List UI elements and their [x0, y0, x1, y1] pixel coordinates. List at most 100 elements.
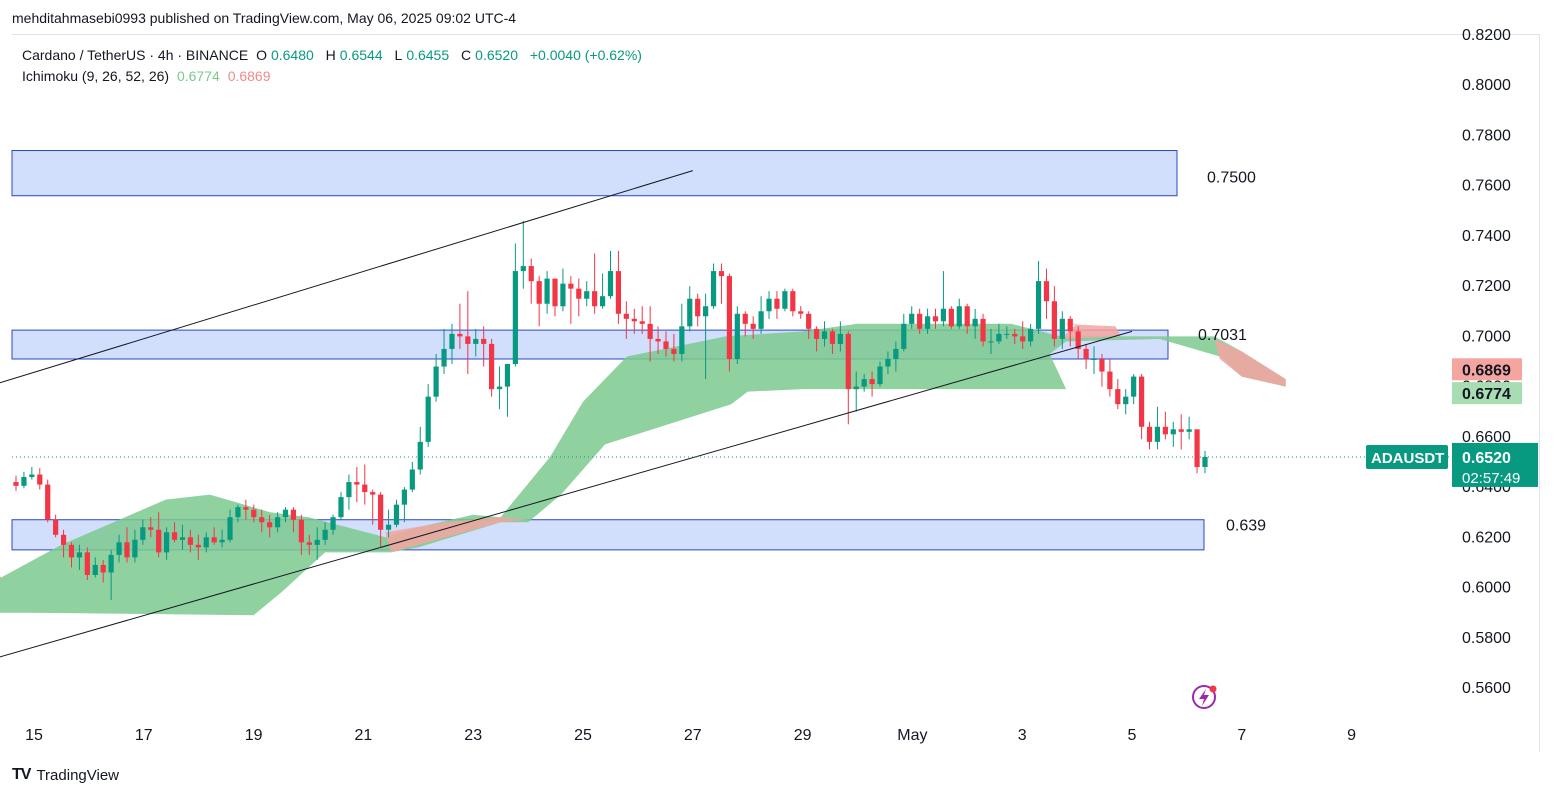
- x-tick-label: 29: [794, 727, 812, 744]
- candle-body: [1178, 429, 1184, 432]
- candle-body: [148, 527, 154, 530]
- ichimoku-cloud-bear: [1214, 338, 1286, 387]
- ichimoku-cloud-bear: [1055, 323, 1121, 339]
- candle-body: [84, 552, 90, 575]
- candle-body: [1091, 358, 1097, 360]
- y-tick-label: 0.7400: [1462, 228, 1511, 245]
- candle-body: [187, 537, 193, 545]
- candle-body: [972, 318, 978, 327]
- high-value: H 0.6544: [325, 47, 383, 63]
- candle-body: [853, 386, 859, 390]
- candle-body: [869, 379, 875, 385]
- candle-body: [1170, 429, 1176, 435]
- candle-body: [996, 333, 1002, 342]
- candle-body: [346, 482, 352, 498]
- indicator-label[interactable]: Ichimoku (9, 26, 52, 26): [22, 68, 170, 84]
- candle-body: [385, 524, 392, 530]
- y-tick-label: 0.6200: [1462, 529, 1511, 546]
- candle-body: [750, 323, 756, 329]
- x-tick-label: 27: [684, 727, 702, 744]
- candle-body: [481, 338, 487, 344]
- x-tick-label: 23: [464, 727, 482, 744]
- y-tick-label: 0.7200: [1462, 278, 1511, 295]
- candle-body: [45, 484, 51, 520]
- x-tick-label: 21: [355, 727, 373, 744]
- candle-body: [37, 474, 43, 485]
- candle-body: [718, 271, 725, 277]
- tradingview-logo-icon[interactable]: TV: [12, 766, 31, 783]
- candle-body: [615, 271, 622, 314]
- senkou-a-badge: [1452, 382, 1522, 405]
- candle-body: [1138, 376, 1145, 427]
- candle-body: [877, 366, 883, 385]
- candle-body: [821, 331, 828, 339]
- candle-body: [290, 509, 297, 520]
- footer: TV TradingView: [12, 766, 119, 784]
- candle-body: [496, 386, 503, 390]
- candle-body: [1099, 358, 1105, 372]
- candle-body: [243, 507, 249, 510]
- candle-body: [885, 358, 891, 367]
- candle-body: [552, 278, 558, 307]
- candle-body: [1162, 426, 1168, 435]
- countdown-label: 02:57:49: [1462, 470, 1520, 487]
- trendline: [0, 330, 1133, 658]
- candle-body: [393, 504, 400, 525]
- candle-body: [687, 298, 693, 327]
- candle-body: [124, 542, 130, 558]
- candle-body: [599, 296, 606, 307]
- candle-body: [457, 333, 463, 337]
- candle-body: [829, 331, 836, 344]
- candle-body: [520, 266, 526, 272]
- notification-dot-icon: [1209, 685, 1217, 693]
- candle-body: [378, 494, 384, 530]
- candle-body: [433, 366, 439, 397]
- x-tick-label: 19: [245, 727, 263, 744]
- candle-body: [449, 333, 455, 349]
- candle-body: [362, 484, 368, 493]
- publisher-header: mehditahmasebi0993 published on TradingV…: [12, 10, 517, 26]
- candle-body: [1131, 376, 1137, 397]
- symbol-label[interactable]: Cardano / TetherUS · 4h · BINANCE: [22, 47, 249, 63]
- candle-body: [489, 343, 495, 390]
- candle-body: [568, 283, 574, 289]
- candle-body: [584, 291, 590, 299]
- candle-body: [68, 544, 75, 558]
- candle-body: [211, 537, 217, 543]
- candle-body: [655, 338, 661, 342]
- candle-body: [370, 492, 376, 495]
- candle-body: [306, 542, 312, 545]
- candle-body: [60, 534, 67, 545]
- y-tick-label: 0.5800: [1462, 630, 1511, 647]
- candle-body: [512, 271, 518, 365]
- candle-body: [92, 564, 98, 575]
- candle-body: [1075, 331, 1081, 349]
- candle-body: [1107, 371, 1113, 390]
- candle-body: [1202, 456, 1208, 467]
- y-tick-label: 0.5600: [1462, 680, 1511, 697]
- candle-body: [798, 311, 804, 314]
- candle-body: [647, 323, 653, 339]
- footer-logo-text[interactable]: TradingView: [36, 766, 119, 784]
- x-tick-label: 3: [1018, 727, 1027, 744]
- candle-body: [179, 537, 186, 540]
- candle-body: [734, 313, 740, 359]
- candle-body: [116, 542, 122, 555]
- candle-body: [948, 308, 954, 327]
- candle-body: [219, 539, 225, 543]
- candle-body: [813, 328, 820, 339]
- last-price-label: 0.6520: [1462, 450, 1511, 467]
- candle-body: [774, 298, 780, 309]
- candle-body: [13, 482, 19, 486]
- candle-body: [330, 517, 336, 530]
- candle-body: [504, 364, 511, 387]
- candle-body: [322, 529, 328, 540]
- candle-body: [354, 482, 360, 485]
- x-tick-label: 7: [1237, 727, 1246, 744]
- y-tick-label: 0.7600: [1462, 178, 1511, 195]
- candle-body: [132, 539, 138, 558]
- y-tick-label: 0.8000: [1462, 77, 1511, 94]
- lightning-bolt-icon: [1199, 689, 1209, 706]
- candle-body: [790, 291, 796, 312]
